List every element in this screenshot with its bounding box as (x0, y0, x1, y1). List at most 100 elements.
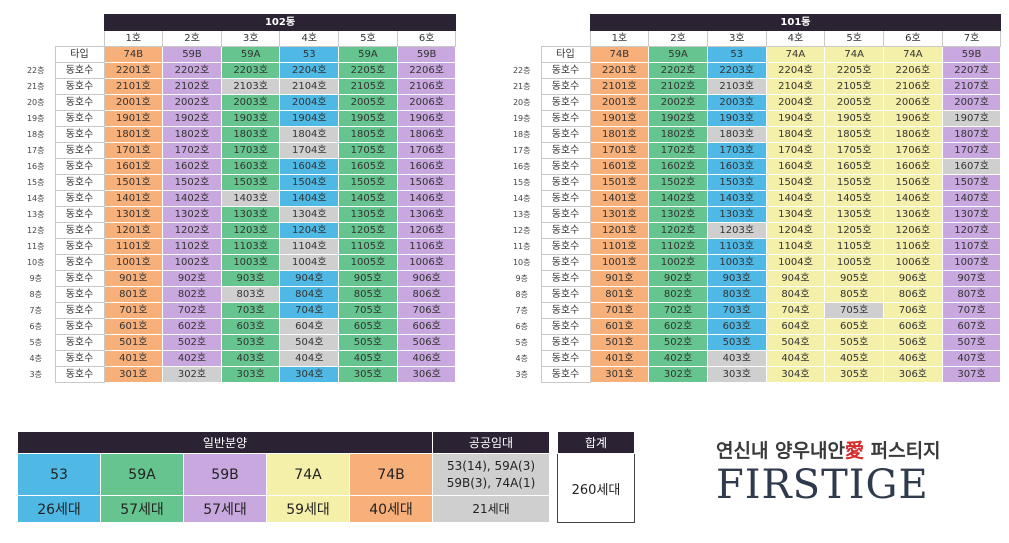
legend-type-53: 53 (17, 453, 101, 496)
floor-row: 7층 동호수 701호 702호 703호 704호 705호 706호 (17, 302, 457, 319)
unit-type-cell: 59B (162, 46, 222, 63)
row-label: 동호수 (540, 350, 591, 367)
corner-blank (503, 47, 541, 63)
unit-cell: 1006호 (883, 254, 943, 271)
unit-cell: 1002호 (162, 254, 222, 271)
unit-cell: 1801호 (589, 126, 650, 143)
unit-cell: 301호 (589, 366, 650, 383)
unit-cell: 1404호 (765, 190, 826, 207)
unit-cell: 1405호 (338, 190, 398, 207)
floor-row: 8층 동호수 801호 802호 803호 804호 805호 806호 807호 (503, 286, 1002, 303)
unit-cell: 1904호 (765, 110, 826, 127)
unit-cell: 1406호 (396, 190, 457, 207)
unit-cell: 1506호 (396, 174, 457, 191)
unit-cell: 1805호 (338, 126, 398, 143)
unit-number-header: 7호 (941, 30, 1002, 47)
unit-cell: 802호 (648, 286, 708, 303)
unit-type-cell: 74A (765, 46, 826, 63)
unit-cell: 304호 (279, 366, 340, 383)
building-header-row: 101동 (503, 14, 1002, 31)
unit-cell: 805호 (824, 286, 885, 303)
floor-row: 18층 동호수 1801호 1802호 1803호 1804호 1805호 1806호 1807… (503, 126, 1002, 143)
unit-cell: 2105호 (338, 78, 398, 95)
row-label: 동호수 (54, 62, 105, 79)
brand-name-part2: 퍼스티지 (864, 440, 941, 462)
unit-cell: 1601호 (589, 158, 650, 175)
row-label: 동호수 (54, 366, 105, 383)
unit-cell: 1405호 (824, 190, 885, 207)
unit-cell: 701호 (103, 302, 164, 319)
floor-label: 19층 (512, 113, 531, 123)
unit-cell: 402호 (648, 350, 708, 367)
unit-number-row: 1호 2호 3호 4호 5호 6호 7호 (503, 30, 1002, 47)
row-label: 동호수 (54, 222, 105, 239)
unit-cell: 2207호 (941, 62, 1002, 79)
unit-cell: 1806호 (883, 126, 943, 143)
floor-label: 22층 (512, 65, 531, 75)
unit-cell: 1106호 (883, 238, 943, 255)
floor-label: 11층 (26, 241, 45, 251)
unit-cell: 1401호 (103, 190, 164, 207)
brand-name-part1: 연신내 양우내안 (716, 440, 845, 462)
unit-cell: 1006호 (396, 254, 457, 271)
unit-cell: 707호 (941, 302, 1002, 319)
unit-cell: 1103호 (706, 238, 767, 255)
row-label: 동호수 (54, 94, 105, 111)
row-label: 동호수 (54, 78, 105, 95)
row-label: 동호수 (54, 318, 105, 335)
unit-cell: 1003호 (706, 254, 767, 271)
unit-type-cell: 74B (103, 46, 164, 63)
unit-cell: 803호 (220, 286, 281, 303)
row-label: 동호수 (540, 174, 591, 191)
floor-row: 9층 동호수 901호 902호 903호 904호 905호 906호 907호 (503, 270, 1002, 287)
unit-cell: 607호 (941, 318, 1002, 335)
unit-cell: 1505호 (824, 174, 885, 191)
unit-cell: 1206호 (883, 222, 943, 239)
unit-cell: 1605호 (338, 158, 398, 175)
floor-row: 12층 동호수 1201호 1202호 1203호 1204호 1205호 1206호 1207… (503, 222, 1002, 239)
corner-blank (503, 15, 541, 31)
unit-cell: 2002호 (162, 94, 222, 111)
floor-label: 11층 (512, 241, 531, 251)
floor-row: 14층 동호수 1401호 1402호 1403호 1404호 1405호 1406호 1407… (503, 190, 1002, 207)
unit-cell: 2104호 (279, 78, 340, 95)
unit-cell: 903호 (706, 270, 767, 287)
unit-cell: 806호 (396, 286, 457, 303)
row-label: 동호수 (540, 94, 591, 111)
floor-row: 22층 동호수 2201호 2202호 2203호 2204호 2205호 2206호 2207… (503, 62, 1002, 79)
unit-cell: 2106호 (883, 78, 943, 95)
unit-number-header: 6호 (883, 30, 943, 47)
legend-type-59B: 59B (183, 453, 267, 496)
floor-label: 3층 (515, 369, 528, 379)
unit-cell: 1606호 (883, 158, 943, 175)
unit-cell: 1304호 (279, 206, 340, 223)
unit-cell: 1704호 (279, 142, 340, 159)
unit-cell: 1503호 (706, 174, 767, 191)
floor-row: 17층 동호수 1701호 1702호 1703호 1704호 1705호 1706호 1707… (503, 142, 1002, 159)
unit-cell: 406호 (396, 350, 457, 367)
unit-cell: 1906호 (883, 110, 943, 127)
unit-cell: 2103호 (220, 78, 281, 95)
unit-cell: 901호 (103, 270, 164, 287)
floor-label: 17층 (512, 145, 531, 155)
unit-cell: 1001호 (589, 254, 650, 271)
unit-cell: 2003호 (220, 94, 281, 111)
floor-row: 16층 동호수 1601호 1602호 1603호 1604호 1605호 1606호 1607… (503, 158, 1002, 175)
unit-cell: 706호 (396, 302, 457, 319)
unit-cell: 406호 (883, 350, 943, 367)
unit-cell: 2205호 (338, 62, 398, 79)
unit-cell: 1702호 (162, 142, 222, 159)
unit-cell: 2203호 (220, 62, 281, 79)
unit-cell: 1403호 (706, 190, 767, 207)
public-rental-detail: 53(14), 59A(3) 59B(3), 74A(1) (432, 453, 551, 496)
unit-cell: 604호 (279, 318, 340, 335)
floor-label: 6층 (515, 321, 528, 331)
floor-row: 9층 동호수 901호 902호 903호 904호 905호 906호 (17, 270, 457, 287)
unit-cell: 2202호 (648, 62, 708, 79)
row-label: 동호수 (540, 190, 591, 207)
row-label: 동호수 (54, 206, 105, 223)
brand-name-english: FIRSTIGE (716, 462, 929, 508)
unit-cell: 1005호 (338, 254, 398, 271)
row-label: 동호수 (540, 110, 591, 127)
unit-cell: 1501호 (103, 174, 164, 191)
